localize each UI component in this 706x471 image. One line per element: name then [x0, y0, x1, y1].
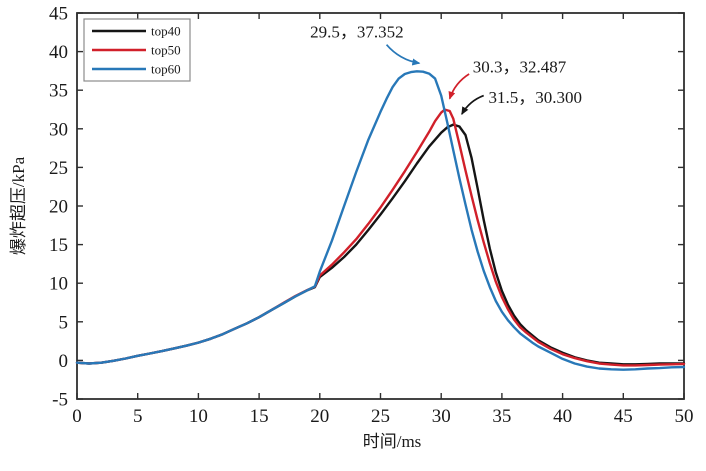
x-tick-label: 40 — [553, 406, 572, 427]
y-tick-label: 15 — [49, 235, 68, 256]
y-tick-label: 5 — [59, 312, 69, 333]
x-tick-label: 50 — [675, 406, 694, 427]
legend: top40 top50 top60 — [83, 18, 191, 82]
annotation-label: 30.3，32.487 — [473, 57, 567, 76]
x-tick-label: 5 — [133, 406, 143, 427]
series-top50 — [75, 108, 686, 367]
y-tick-label: 35 — [49, 81, 68, 102]
y-axis-label: 爆炸超压/kPa — [9, 156, 28, 255]
y-tick-label: 10 — [49, 274, 68, 295]
series-top60 — [75, 70, 686, 371]
legend-label-top50: top50 — [151, 43, 181, 58]
annotation-label: 29.5，37.352 — [310, 23, 404, 42]
x-tick-label: 0 — [72, 406, 82, 427]
x-tick-label: 20 — [310, 406, 329, 427]
y-tick-label: 20 — [49, 197, 68, 218]
annotation-arrow — [385, 44, 421, 66]
x-tick-label: 45 — [614, 406, 633, 427]
annotation-arrow — [461, 94, 484, 115]
x-tick-label: 30 — [432, 406, 451, 427]
x-tick-label: 10 — [189, 406, 208, 427]
x-tick-label: 15 — [250, 406, 269, 427]
chart-generated-content: 0 5 10 15 20 25 30 35 40 45 50-5051015202530354045… — [49, 4, 694, 428]
annotation: 29.5，37.352 — [310, 23, 421, 66]
x-axis-label: 时间/ms — [363, 432, 422, 451]
legend-label-top60: top60 — [151, 62, 181, 77]
annotation: 31.5，30.300 — [461, 88, 583, 115]
series-top40 — [75, 123, 686, 366]
annotation: 30.3，32.487 — [448, 57, 567, 100]
y-tick-label: 0 — [59, 351, 69, 372]
x-tick-label: 35 — [492, 406, 511, 427]
legend-label-top40: top40 — [151, 24, 181, 39]
annotation-arrow — [448, 73, 470, 100]
y-tick-label: 45 — [49, 4, 68, 25]
y-tick-label: 25 — [49, 158, 68, 179]
y-tick-label: -5 — [52, 390, 68, 411]
y-tick-label: 30 — [49, 119, 68, 140]
annotation-label: 31.5，30.300 — [489, 88, 583, 107]
y-tick-label: 40 — [49, 42, 68, 63]
x-tick-label: 25 — [371, 406, 390, 427]
